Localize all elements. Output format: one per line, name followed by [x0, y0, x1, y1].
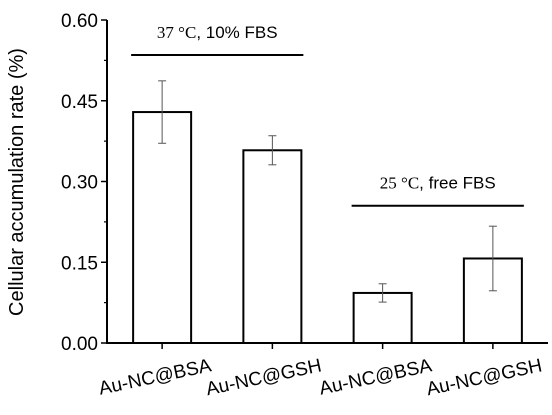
bar	[132, 111, 193, 345]
group-annotation: 25 °C, free FBS	[380, 174, 496, 193]
annotation-condition: , free FBS	[419, 174, 496, 193]
bar	[242, 149, 303, 344]
y-axis-title: Cellular accumulation rate (%)	[6, 48, 28, 316]
y-tick-label: 0.60	[61, 11, 98, 32]
annotation-temperature: 25 °C	[380, 174, 419, 193]
x-category-label: Au-NC@GSH	[425, 355, 544, 400]
y-tick-label: 0.15	[61, 253, 98, 274]
error-bars	[158, 80, 497, 303]
y-tick-label: 0.45	[61, 92, 98, 113]
y-tick-label: 0.00	[61, 334, 98, 355]
annotation-temperature: 37 °C	[157, 23, 196, 42]
y-tick-label: 0.30	[61, 173, 98, 194]
x-category-label: Au-NC@BSA	[317, 355, 434, 399]
annotation-condition: , 10% FBS	[196, 23, 277, 42]
x-category-label: Au-NC@GSH	[204, 355, 323, 400]
group-annotation: 37 °C, 10% FBS	[157, 23, 278, 42]
x-category-label: Au-NC@BSA	[97, 355, 214, 399]
annotations: 37 °C, 10% FBS 25 °C, free FBS	[131, 23, 524, 207]
bars	[132, 111, 523, 345]
